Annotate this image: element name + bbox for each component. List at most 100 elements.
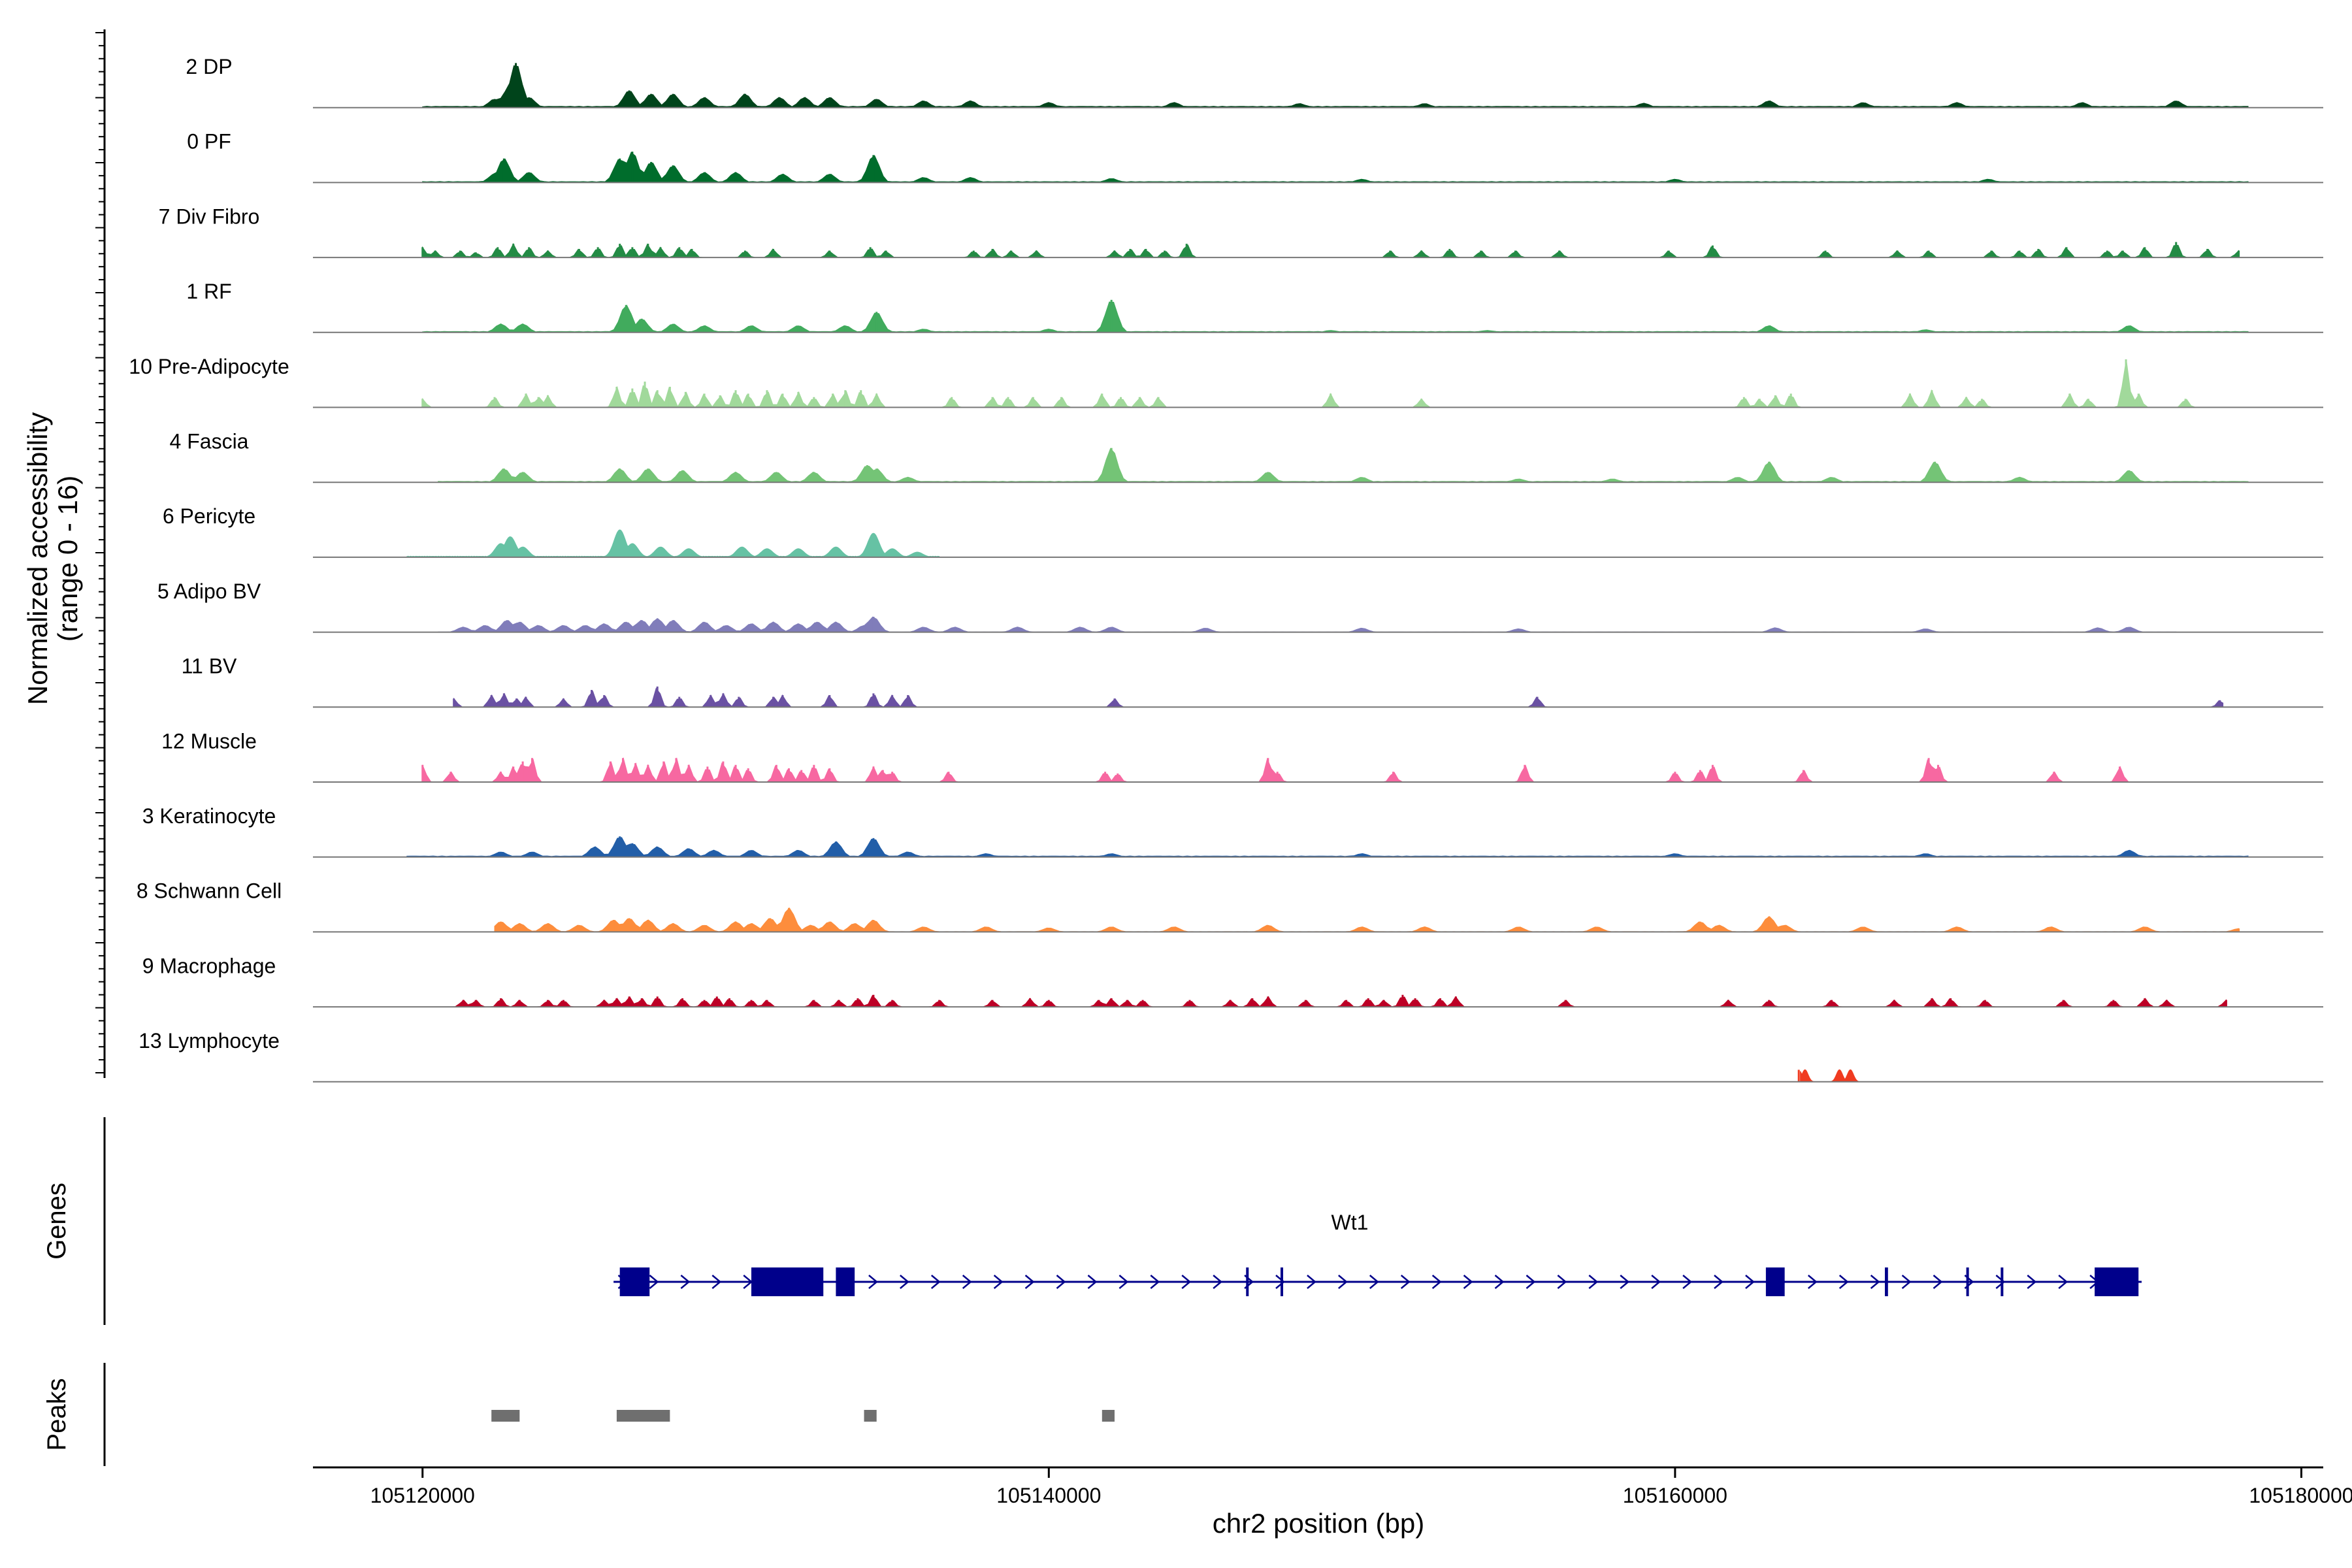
track-label: 11 BV [182,655,237,678]
y-axis-ticks [95,32,105,1073]
strand-arrow [1369,1275,1379,1289]
coverage-area [406,837,2249,858]
genes-title: Genes [42,1183,71,1260]
strand-arrow [1181,1275,1192,1289]
strand-arrow [900,1275,909,1289]
coverage-area [422,65,2249,108]
peaks-panel: Peaks [42,1363,1115,1466]
strand-arrow [1588,1275,1599,1289]
strand-arrow [1338,1275,1348,1289]
strand-arrow [930,1275,941,1289]
strand-arrow [1463,1275,1473,1289]
track-label: 10 Pre-Adipocyte [129,355,289,378]
track-label: 5 Adipo BV [157,580,261,603]
track-label: 1 RF [186,280,231,303]
gene-exon [751,1267,824,1296]
coverage-area [1800,1069,1863,1083]
strand-arrow [1651,1275,1661,1289]
coverage-track: 9 Macrophage [142,954,2323,1008]
strand-arrow [2027,1275,2037,1289]
strand-arrow [993,1275,1004,1289]
track-label: 8 Schwann Cell [137,879,282,903]
strand-arrow [1400,1275,1411,1289]
strand-arrow [1870,1275,1880,1289]
coverage-area [453,687,2224,708]
gene-exon [1246,1267,1249,1296]
coverage-tracks: 2 DP 0 PF 7 Div Fibro 1 RF 10 Pre-Adipocyte 4… [129,55,2323,1083]
track-label: 13 Lymphocyte [139,1029,280,1053]
strand-arrow [1275,1275,1285,1289]
peaks-title: Peaks [42,1378,71,1450]
x-tick-label: 105180000 [2249,1484,2352,1507]
strand-arrow [1307,1275,1316,1289]
gene-exon [1885,1267,1888,1296]
strand-arrow [868,1275,878,1289]
coverage-area [422,152,2249,183]
coverage-track: 6 Pericyte [163,504,2323,558]
x-tick-label: 105120000 [370,1484,475,1507]
coverage-track: 12 Muscle [161,729,2323,783]
strand-arrow [711,1275,722,1289]
strand-arrow [1620,1275,1630,1289]
strand-arrow [1901,1275,1912,1289]
gene-exon [1966,1267,1969,1296]
strand-arrow [1119,1275,1129,1289]
strand-arrow [1526,1275,1536,1289]
coverage-area [438,994,2227,1007]
y-axis-title-line: (range 0 - 16) [52,476,83,642]
peak-region [864,1410,877,1422]
strand-arrow [1995,1275,2006,1289]
coverage-track: 3 Keratinocyte [142,804,2323,858]
x-axis-title: chr2 position (bp) [1213,1508,1425,1539]
strand-arrow [1431,1275,1442,1289]
strand-arrow [1714,1275,1723,1289]
coverage-track: 11 BV [182,655,2323,708]
strand-arrow [680,1275,691,1289]
strand-arrow [1682,1275,1693,1289]
coverage-track: 4 Fascia [170,430,2323,483]
gene-exon [836,1267,855,1296]
strand-arrow [1213,1275,1223,1289]
coverage-track: 13 Lymphocyte [139,1029,2323,1083]
peak-region [616,1410,670,1422]
track-label: 12 Muscle [161,729,257,753]
strand-arrow [2058,1275,2068,1289]
y-axis-title-line: Normalized accessibility [22,412,53,705]
gene-name-label: Wt1 [1331,1211,1369,1234]
track-label: 0 PF [187,130,231,154]
coverage-area [438,448,2249,483]
gene-exon [619,1267,650,1296]
strand-arrow [1933,1275,1943,1289]
peak-region [491,1410,520,1422]
coverage-area [494,907,2240,932]
coverage-track: 8 Schwann Cell [137,879,2323,933]
x-tick-label: 105140000 [996,1484,1101,1507]
y-axis [95,29,106,1078]
coverage-area [406,529,940,558]
x-tick-label: 105160000 [1623,1484,1727,1507]
strand-arrow [649,1275,659,1289]
coverage-track: 10 Pre-Adipocyte [129,355,2323,408]
gene-exon [2095,1267,2139,1296]
track-label: 2 DP [186,55,232,78]
strand-arrow [1494,1275,1505,1289]
strand-arrow [1807,1275,1818,1289]
peak-region [1102,1410,1115,1422]
x-axis: 105120000 105140000 105160000 105180000 [313,1466,2352,1507]
track-label: 3 Keratinocyte [142,804,276,828]
coverage-track: 2 DP [186,55,2323,108]
strand-arrow [1024,1275,1035,1289]
gene-exon [1280,1267,1283,1296]
coverage-track: 0 PF [187,130,2323,184]
strand-arrow [1557,1275,1567,1289]
strand-arrow [1838,1275,1849,1289]
coverage-track: 7 Div Fibro [159,204,2323,259]
peak-regions [491,1410,1115,1422]
genes-panel: Genes Wt1 [42,1117,2142,1325]
coverage-track: 5 Adipo BV [157,580,2323,633]
coverage-area [438,616,2177,633]
strand-arrow [1745,1275,1755,1289]
strand-arrow [1087,1275,1098,1289]
coverage-area [422,757,2145,783]
